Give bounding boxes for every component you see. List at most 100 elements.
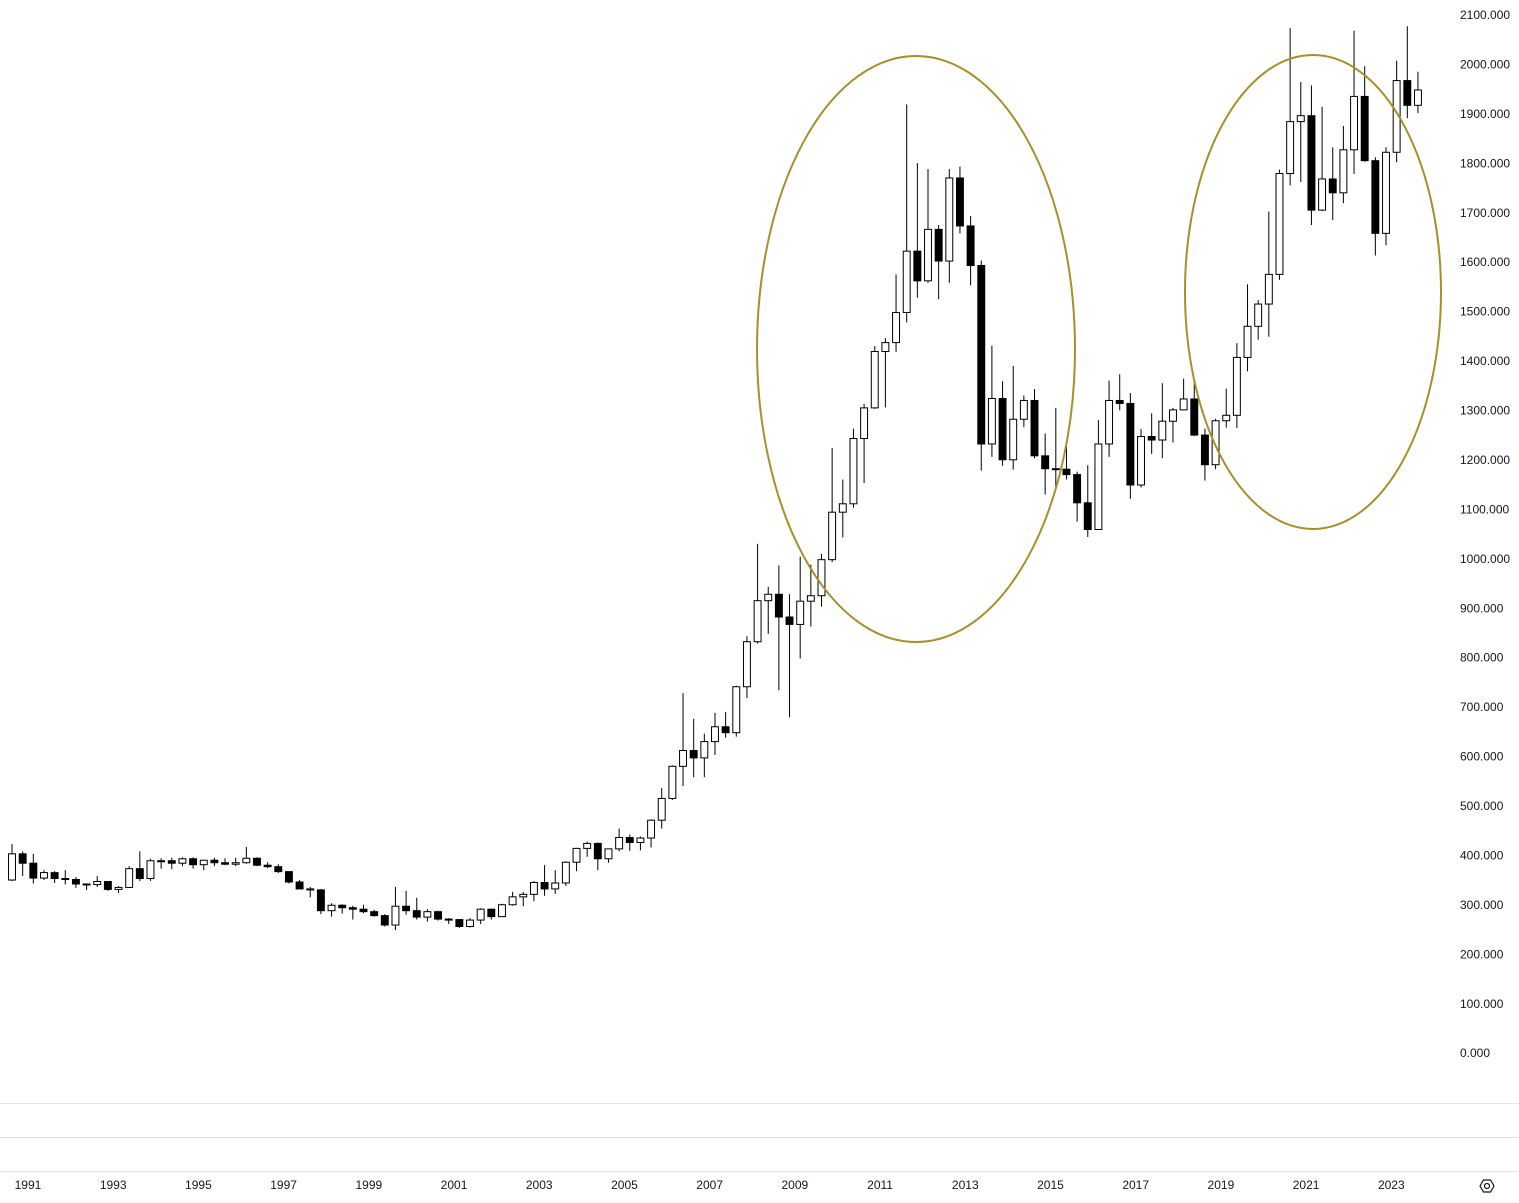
candle-body xyxy=(583,842,592,849)
candle-body xyxy=(231,862,240,865)
candle-body xyxy=(199,859,208,866)
y-tick-label: 0.000 xyxy=(1460,1046,1490,1060)
candle-body xyxy=(998,397,1007,461)
candle-body xyxy=(253,857,261,866)
candle-body xyxy=(476,908,485,921)
y-tick-label: 1400.000 xyxy=(1460,354,1510,368)
candle-body xyxy=(242,857,251,864)
x-tick-label: 1993 xyxy=(100,1178,127,1192)
y-tick-label: 1200.000 xyxy=(1460,453,1510,467)
candle-body xyxy=(721,726,730,734)
candle-body xyxy=(274,866,283,873)
candle-body xyxy=(1264,273,1273,305)
candle-body xyxy=(572,847,581,863)
x-tick-label: 2017 xyxy=(1122,1178,1149,1192)
candle-body xyxy=(338,904,347,909)
candle-body xyxy=(892,311,901,344)
candle-body xyxy=(732,686,741,734)
y-tick-label: 1500.000 xyxy=(1460,305,1510,319)
candle-body xyxy=(1222,414,1231,422)
candle-body xyxy=(444,918,453,921)
candle-body xyxy=(327,904,336,912)
candle-body xyxy=(423,911,432,918)
candle-body xyxy=(636,837,645,843)
candles xyxy=(8,26,1422,930)
candle-body xyxy=(1371,160,1380,234)
candle-body xyxy=(806,595,815,602)
candle-body xyxy=(551,882,560,890)
candle-body xyxy=(1243,325,1252,358)
candle-body xyxy=(945,177,954,262)
x-tick-label: 2003 xyxy=(526,1178,553,1192)
y-tick-label: 200.000 xyxy=(1460,947,1504,961)
candle-body xyxy=(902,250,911,313)
x-tick-label: 2015 xyxy=(1037,1178,1064,1192)
candle-body xyxy=(1339,149,1348,194)
candle-body xyxy=(295,881,304,890)
candle-body xyxy=(1232,356,1241,416)
candle-body xyxy=(764,593,773,602)
candle-body xyxy=(966,225,975,266)
candle-body xyxy=(1254,303,1263,327)
candle-body xyxy=(189,858,198,866)
candle-body xyxy=(1073,474,1082,504)
candle-body xyxy=(519,893,528,898)
candle-body xyxy=(753,600,762,643)
candle-body xyxy=(881,342,890,353)
candle-body xyxy=(1286,121,1295,175)
candle-body xyxy=(1211,420,1220,466)
x-tick-label: 1991 xyxy=(15,1178,42,1192)
candle-body xyxy=(679,749,687,767)
candle-body xyxy=(93,881,102,885)
candle-body xyxy=(540,881,549,890)
candle-body xyxy=(1115,399,1124,404)
y-tick-label: 1000.000 xyxy=(1460,552,1510,566)
candle-body xyxy=(466,919,474,928)
candle-body xyxy=(487,908,496,918)
candle-body xyxy=(955,177,964,227)
candle-body xyxy=(178,858,187,864)
candle-body xyxy=(1169,409,1177,422)
candle-body xyxy=(668,765,677,799)
candle-body xyxy=(1009,418,1018,461)
candle-body xyxy=(135,868,144,880)
candle-body xyxy=(860,407,869,440)
candle-body xyxy=(593,842,602,860)
y-tick-label: 900.000 xyxy=(1460,601,1504,615)
y-tick-label: 1800.000 xyxy=(1460,156,1510,170)
candle-body xyxy=(71,879,80,885)
candle-body xyxy=(380,915,389,926)
candle-body xyxy=(1041,455,1050,470)
candle-body xyxy=(412,910,421,918)
icon-hexagon xyxy=(1479,1179,1495,1193)
highlight-ellipse xyxy=(756,55,1076,643)
x-tick-label: 1997 xyxy=(270,1178,297,1192)
candle-body xyxy=(1105,399,1114,445)
candle-body xyxy=(497,904,506,918)
candle-body xyxy=(29,862,38,879)
candle-body xyxy=(1382,151,1390,234)
candle-body xyxy=(1094,443,1103,530)
candle-body xyxy=(157,860,166,863)
candle-body xyxy=(1328,178,1337,194)
candle-body xyxy=(263,864,272,868)
candle-body xyxy=(1051,468,1060,471)
candle-body xyxy=(742,641,751,688)
candle-body xyxy=(796,600,805,625)
y-tick-label: 1300.000 xyxy=(1460,404,1510,418)
x-tick-label: 2021 xyxy=(1293,1178,1320,1192)
candle-body xyxy=(359,908,368,913)
candle-body xyxy=(508,896,517,906)
candle-body xyxy=(221,862,229,865)
x-tick-label: 2001 xyxy=(441,1178,468,1192)
candle-body xyxy=(61,878,70,881)
x-tick-label: 2009 xyxy=(782,1178,809,1192)
x-tick-label: 2007 xyxy=(696,1178,723,1192)
candle-body xyxy=(987,397,996,445)
settings-icon[interactable] xyxy=(1479,1179,1495,1193)
candle-body xyxy=(785,616,794,625)
x-tick-label: 2013 xyxy=(952,1178,979,1192)
candle-body xyxy=(529,881,538,895)
candle-body xyxy=(284,871,293,883)
